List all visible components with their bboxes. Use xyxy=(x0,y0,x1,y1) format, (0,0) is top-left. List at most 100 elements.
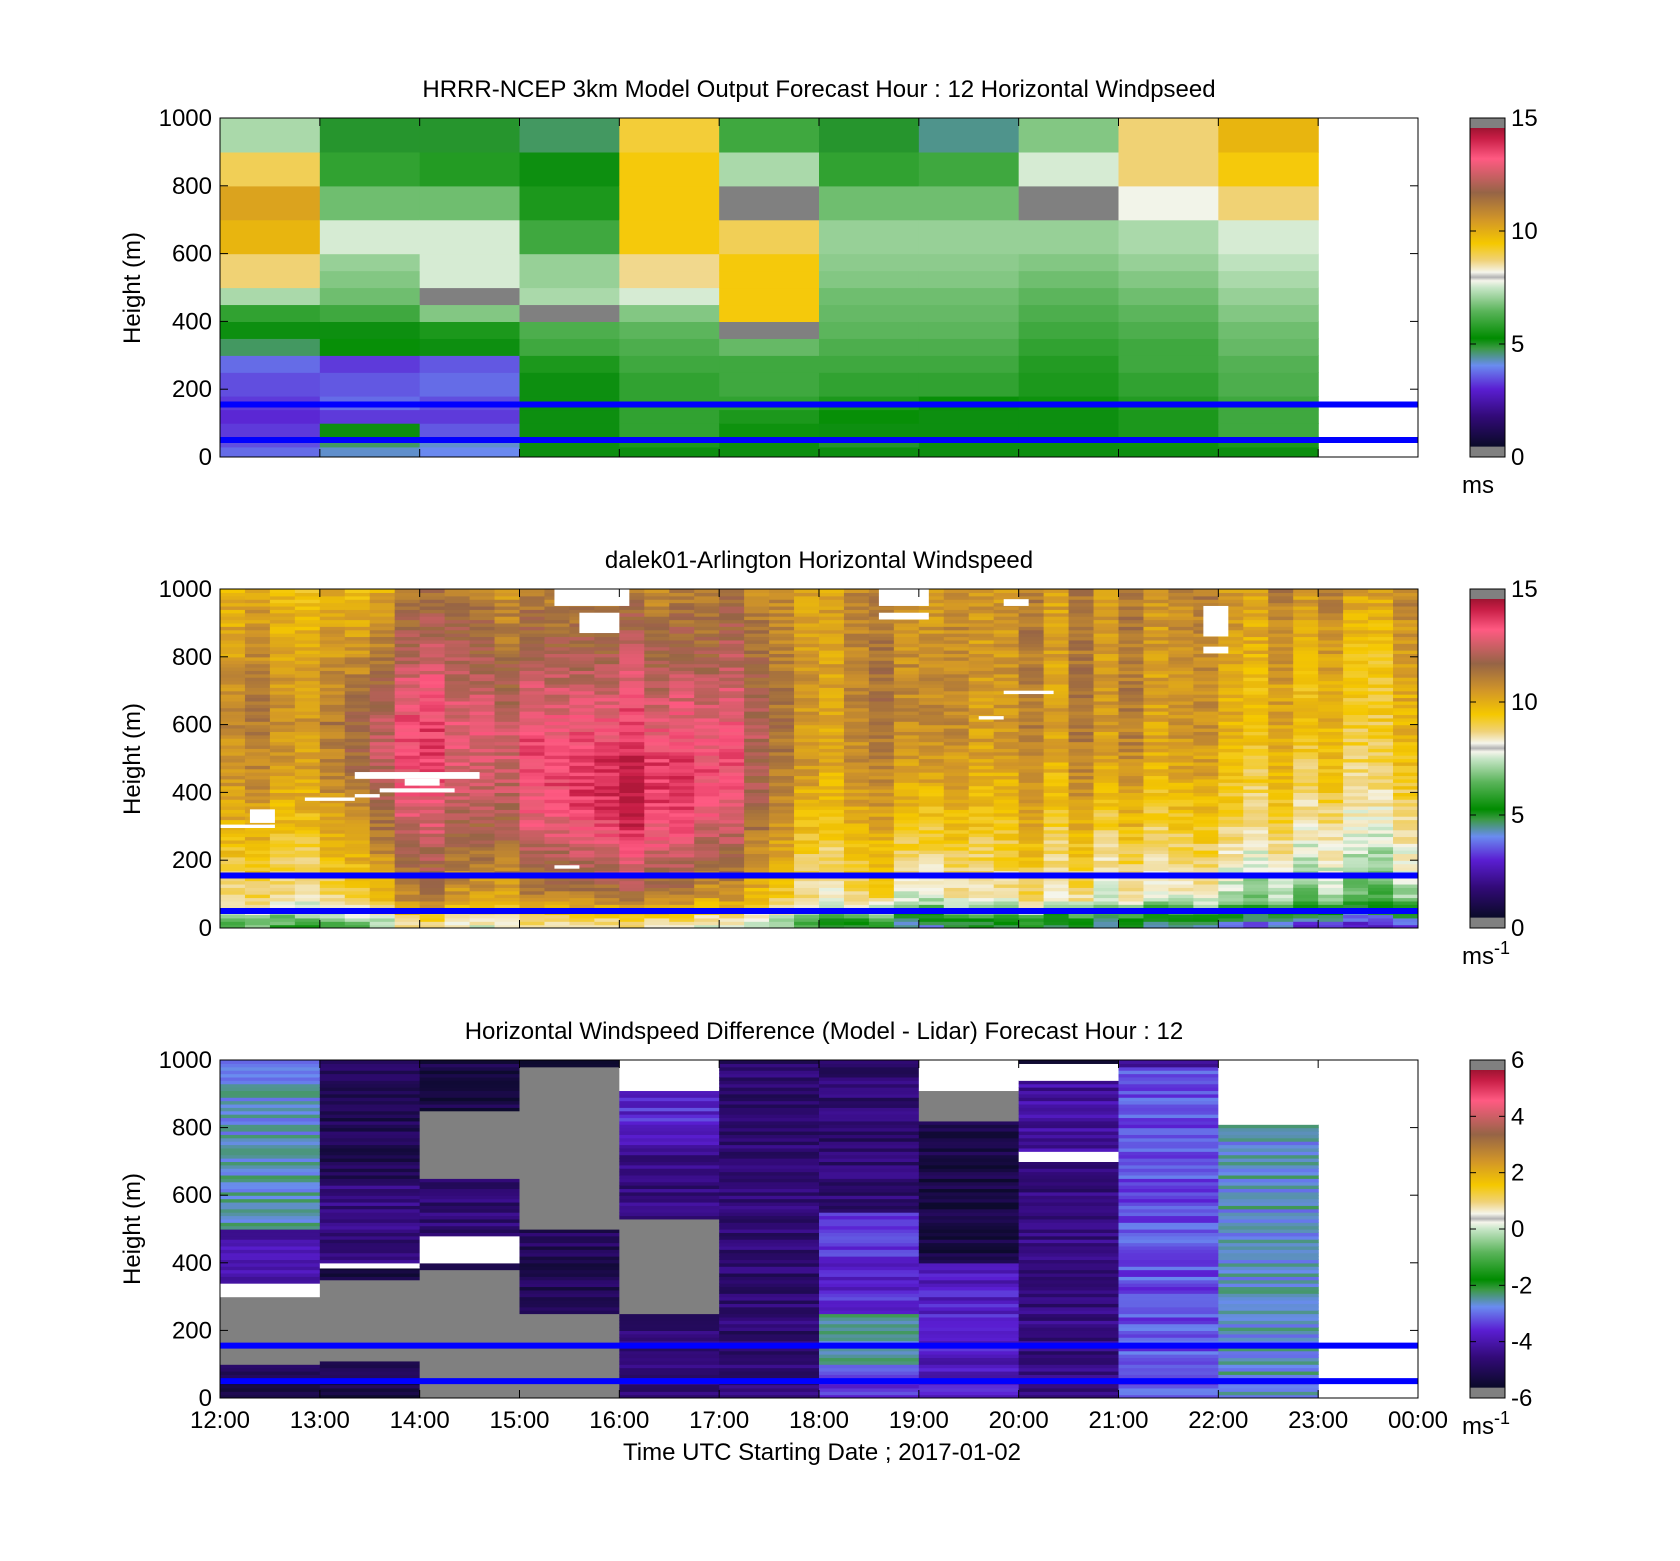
lidar-cell xyxy=(968,772,995,777)
lidar-cell xyxy=(619,775,645,780)
lidar-cell xyxy=(1093,639,1120,644)
lidar-cell xyxy=(968,707,995,712)
model-cell xyxy=(220,270,321,289)
lidar-cell xyxy=(294,697,321,702)
lidar-cell xyxy=(369,816,396,821)
lidar-cell xyxy=(943,829,970,834)
lidar-cell xyxy=(1143,714,1170,719)
lidar-cell xyxy=(569,816,595,821)
lidar-cell xyxy=(993,785,1020,790)
lidar-cell xyxy=(868,799,895,804)
lidar-cell xyxy=(569,792,595,797)
lidar-cell xyxy=(943,741,970,746)
lidar-cell xyxy=(1243,646,1269,651)
lidar-cell xyxy=(269,656,296,661)
lidar-cell xyxy=(344,656,371,661)
lidar-cell xyxy=(544,612,571,617)
lidar-cell xyxy=(294,643,321,648)
lidar-cell xyxy=(719,727,745,732)
lidar-cell xyxy=(369,809,396,814)
lidar-cell xyxy=(519,738,546,743)
lidar-cell xyxy=(494,707,521,712)
model-cell xyxy=(220,372,321,397)
lidar-cell xyxy=(619,612,645,617)
lidar-cell xyxy=(1168,880,1194,885)
lidar-cell xyxy=(1093,660,1120,665)
lidar-cell xyxy=(569,850,595,855)
model-cell xyxy=(220,151,321,187)
lidar-cell xyxy=(369,829,396,834)
lidar-cell xyxy=(893,829,920,834)
lidar-cell xyxy=(1218,629,1244,634)
lidar-cell xyxy=(968,639,995,644)
lidar-cell xyxy=(1368,877,1394,882)
lidar-cell xyxy=(1343,914,1369,919)
lidar-cell xyxy=(1118,636,1145,641)
lidar-cell xyxy=(1168,711,1194,716)
lidar-cell xyxy=(719,660,745,665)
lidar-cell xyxy=(1193,843,1219,848)
lidar-cell xyxy=(943,846,970,851)
lidar-cell xyxy=(893,646,920,651)
lidar-cell xyxy=(244,626,271,631)
lidar-cell xyxy=(968,843,995,848)
lidar-cell xyxy=(669,619,695,624)
lidar-cell xyxy=(719,602,745,607)
lidar-cell xyxy=(469,789,496,793)
lidar-cell xyxy=(469,785,496,790)
lidar-cell xyxy=(544,765,571,770)
model-cell xyxy=(1018,253,1120,272)
lidar-cell xyxy=(918,707,945,712)
lidar-cell xyxy=(244,866,271,871)
lidar-cell xyxy=(294,755,321,760)
lidar-cell xyxy=(594,843,620,848)
model-cell xyxy=(319,423,421,438)
lidar-cell xyxy=(794,914,820,919)
lidar-cell xyxy=(244,717,271,722)
lidar-cell xyxy=(1218,924,1244,928)
model-cell xyxy=(719,304,820,322)
lidar-cell xyxy=(968,805,995,810)
lidar-cell xyxy=(918,802,945,807)
lidar-cell xyxy=(319,626,346,631)
lidar-cell xyxy=(469,897,496,902)
lidar-cell xyxy=(394,660,421,665)
lidar-cell xyxy=(993,633,1020,638)
lidar-cell xyxy=(1018,744,1045,749)
lidar-cell xyxy=(444,914,471,919)
lidar-cell xyxy=(569,904,595,909)
lidar-cell xyxy=(319,751,346,756)
lidar-cell xyxy=(918,599,945,604)
lidar-cell xyxy=(494,839,521,844)
lidar-cell xyxy=(269,761,296,766)
lidar-cell xyxy=(594,751,620,756)
lidar-cell xyxy=(544,748,571,753)
lidar-cell xyxy=(1118,748,1145,753)
lidar-cell xyxy=(918,680,945,685)
lidar-cell xyxy=(968,666,995,671)
lidar-cell xyxy=(294,880,321,885)
lidar-cell xyxy=(269,921,296,926)
lidar-cell xyxy=(1168,589,1194,593)
lidar-cell xyxy=(319,673,346,678)
lidar-cell xyxy=(1343,795,1369,800)
lidar-cell xyxy=(669,727,695,732)
lidar-cell xyxy=(594,802,620,807)
model-cell xyxy=(1218,355,1319,373)
lidar-cell xyxy=(594,755,620,760)
lidar-cell xyxy=(1318,619,1344,624)
lidar-cell xyxy=(644,677,670,682)
lidar-cell xyxy=(444,619,471,624)
lidar-cell xyxy=(544,870,571,875)
lidar-cell xyxy=(519,626,546,631)
lidar-cell xyxy=(1193,877,1219,882)
lidar-cell xyxy=(1343,694,1369,699)
lidar-cell xyxy=(694,660,720,665)
lidar-cell xyxy=(619,850,645,855)
lidar-cell xyxy=(619,683,645,688)
lidar-cell xyxy=(769,755,795,760)
lidar-cell xyxy=(1243,711,1269,716)
lidar-cell xyxy=(619,809,645,814)
lidar-cell xyxy=(819,856,845,861)
lidar-cell xyxy=(669,778,695,783)
